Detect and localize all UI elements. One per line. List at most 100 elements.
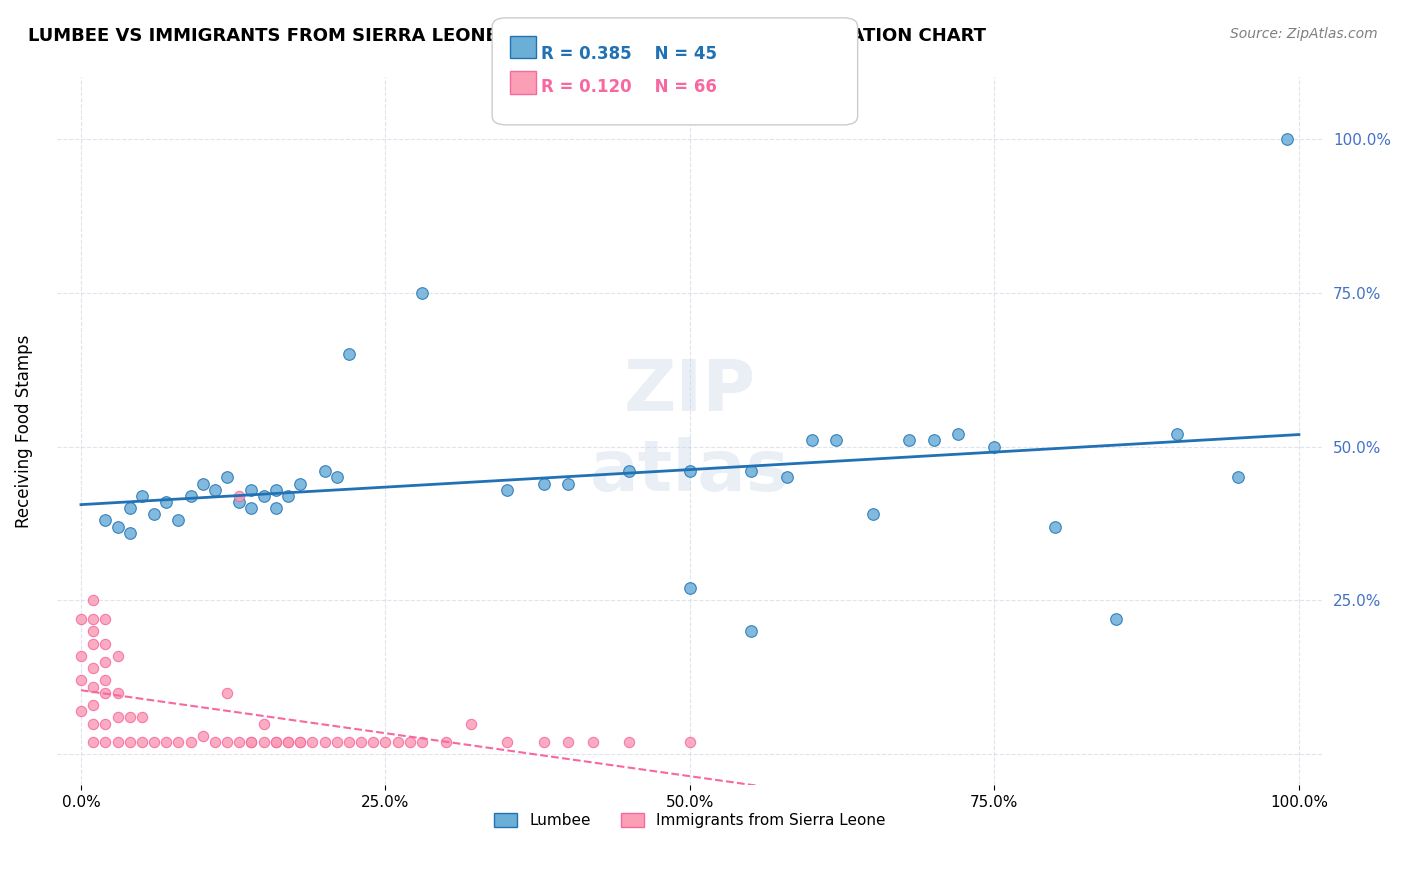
Point — [946, 427, 969, 442]
Point — [82, 624, 104, 639]
Point — [862, 508, 884, 522]
Point — [581, 735, 603, 749]
Point — [204, 483, 226, 497]
Point — [107, 710, 129, 724]
Point — [167, 514, 190, 528]
Point — [94, 735, 117, 749]
Point — [290, 735, 312, 749]
Point — [326, 735, 349, 749]
Point — [82, 661, 104, 675]
Point — [314, 464, 336, 478]
Point — [155, 495, 177, 509]
Point — [107, 686, 129, 700]
Point — [264, 483, 287, 497]
Point — [1166, 427, 1188, 442]
Point — [180, 735, 202, 749]
Point — [118, 735, 141, 749]
Point — [253, 735, 276, 749]
Point — [314, 735, 336, 749]
Point — [264, 501, 287, 516]
Text: ZIP
atlas: ZIP atlas — [591, 357, 790, 506]
Point — [94, 673, 117, 688]
Point — [217, 686, 239, 700]
Point — [118, 525, 141, 540]
Point — [191, 476, 214, 491]
Point — [228, 489, 250, 503]
Point — [374, 735, 396, 749]
Point — [1275, 132, 1298, 146]
Point — [922, 434, 945, 448]
Point — [361, 735, 384, 749]
Point — [679, 581, 702, 595]
Point — [277, 489, 299, 503]
Point — [94, 716, 117, 731]
Point — [228, 735, 250, 749]
Point — [557, 476, 579, 491]
Point — [82, 636, 104, 650]
Y-axis label: Receiving Food Stamps: Receiving Food Stamps — [15, 334, 32, 528]
Point — [983, 440, 1005, 454]
Point — [617, 464, 640, 478]
Point — [277, 735, 299, 749]
Point — [557, 735, 579, 749]
Point — [94, 655, 117, 669]
Point — [118, 710, 141, 724]
Point — [679, 735, 702, 749]
Point — [70, 704, 93, 718]
Point — [290, 735, 312, 749]
Point — [776, 470, 799, 484]
Point — [204, 735, 226, 749]
Point — [155, 735, 177, 749]
Point — [301, 735, 323, 749]
Point — [143, 508, 166, 522]
Point — [496, 735, 519, 749]
Point — [70, 612, 93, 626]
Point — [617, 735, 640, 749]
Point — [337, 347, 360, 361]
Point — [533, 735, 555, 749]
Point — [240, 483, 263, 497]
Point — [131, 489, 153, 503]
Point — [460, 716, 482, 731]
Point — [94, 686, 117, 700]
Point — [1045, 519, 1067, 533]
Point — [496, 483, 519, 497]
Point — [434, 735, 457, 749]
Point — [264, 735, 287, 749]
Point — [217, 735, 239, 749]
Point — [264, 735, 287, 749]
Point — [82, 593, 104, 607]
Point — [180, 489, 202, 503]
Point — [217, 470, 239, 484]
Point — [337, 735, 360, 749]
Point — [533, 476, 555, 491]
Point — [326, 470, 349, 484]
Point — [107, 648, 129, 663]
Point — [131, 735, 153, 749]
Point — [240, 501, 263, 516]
Point — [228, 495, 250, 509]
Legend: Lumbee, Immigrants from Sierra Leone: Lumbee, Immigrants from Sierra Leone — [488, 806, 891, 834]
Text: R = 0.385    N = 45: R = 0.385 N = 45 — [541, 45, 717, 62]
Point — [118, 501, 141, 516]
Point — [131, 710, 153, 724]
Point — [350, 735, 373, 749]
Point — [679, 464, 702, 478]
Point — [740, 624, 762, 639]
Point — [240, 735, 263, 749]
Point — [898, 434, 921, 448]
Point — [191, 729, 214, 743]
Text: R = 0.120    N = 66: R = 0.120 N = 66 — [541, 78, 717, 96]
Point — [290, 476, 312, 491]
Point — [94, 636, 117, 650]
Point — [70, 673, 93, 688]
Point — [107, 735, 129, 749]
Point — [411, 735, 433, 749]
Point — [70, 648, 93, 663]
Point — [82, 680, 104, 694]
Point — [94, 514, 117, 528]
Point — [82, 716, 104, 731]
Point — [740, 464, 762, 478]
Point — [253, 489, 276, 503]
Point — [398, 735, 420, 749]
